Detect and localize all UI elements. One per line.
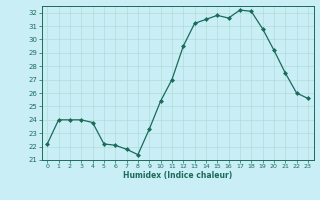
X-axis label: Humidex (Indice chaleur): Humidex (Indice chaleur) — [123, 171, 232, 180]
